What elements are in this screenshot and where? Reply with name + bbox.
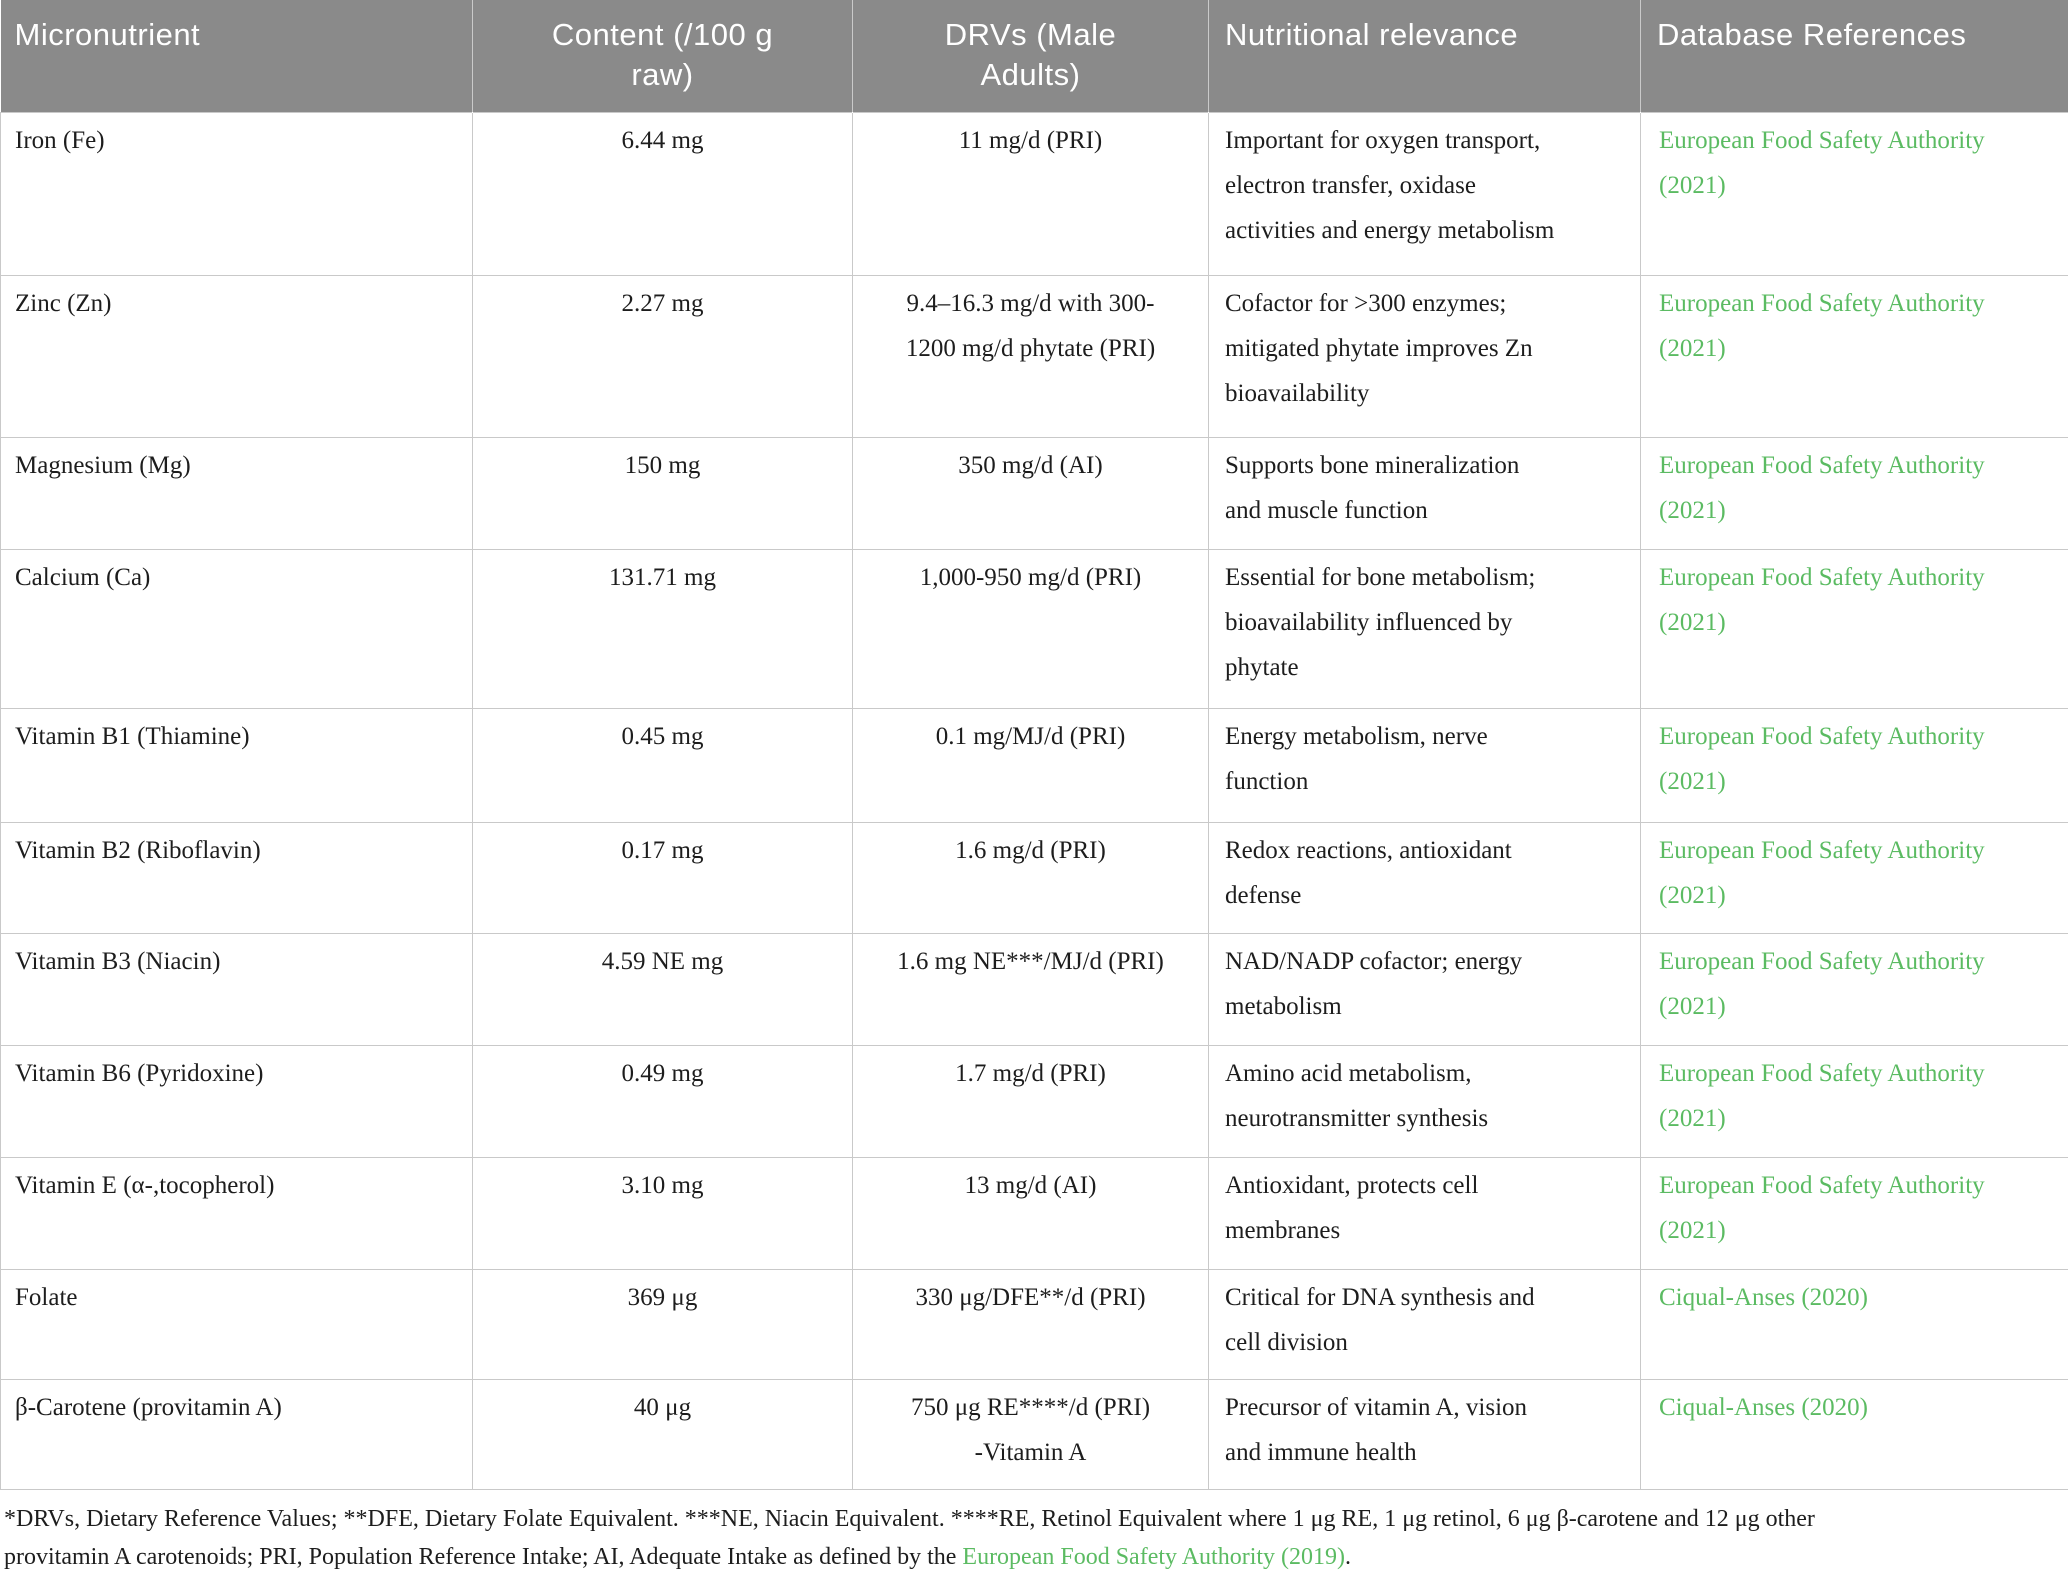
reference-link[interactable]: European Food Safety Authority (2021) <box>1659 451 1985 524</box>
table-row: Zinc (Zn) 2.27 mg 9.4–16.3 mg/d with 300… <box>0 274 2068 438</box>
content-cell: 131.71 mg <box>472 548 853 709</box>
column-header-drvs: DRVs (Male Adults) <box>852 0 1209 112</box>
reference-cell: Ciqual-Anses (2020) <box>1640 1268 2068 1380</box>
drv-cell: 1,000-950 mg/d (PRI) <box>852 548 1209 709</box>
column-header-micronutrient: Micronutrient <box>0 0 473 112</box>
drv-cell: 1.7 mg/d (PRI) <box>852 1044 1209 1158</box>
micronutrient-cell: Vitamin B6 (Pyridoxine) <box>0 1044 473 1158</box>
table-row: Vitamin B3 (Niacin) 4.59 NE mg 1.6 mg NE… <box>0 932 2068 1046</box>
reference-link[interactable]: Ciqual-Anses (2020) <box>1659 1283 1868 1311</box>
reference-link[interactable]: European Food Safety Authority (2021) <box>1659 836 1985 909</box>
header-row: Micronutrient Content (/100 g raw) DRVs … <box>0 0 2068 112</box>
table-row: Vitamin E (α-,tocopherol) 3.10 mg 13 mg/… <box>0 1156 2068 1270</box>
footnote-period: . <box>1345 1543 1352 1570</box>
micronutrient-table: Micronutrient Content (/100 g raw) DRVs … <box>0 0 2068 1490</box>
content-cell: 6.44 mg <box>472 111 853 276</box>
table-row: Vitamin B2 (Riboflavin) 0.17 mg 1.6 mg/d… <box>0 821 2068 934</box>
micronutrient-cell: β-Carotene (provitamin A) <box>0 1378 473 1490</box>
relevance-cell: Essential for bone metabolism; bioavaila… <box>1208 548 1641 709</box>
reference-link[interactable]: Ciqual-Anses (2020) <box>1659 1393 1868 1421</box>
table-row: Iron (Fe) 6.44 mg 11 mg/d (PRI) Importan… <box>0 111 2068 276</box>
reference-cell: European Food Safety Authority (2021) <box>1640 821 2068 934</box>
reference-link[interactable]: European Food Safety Authority (2021) <box>1659 126 1985 199</box>
relevance-cell: Antioxidant, protects cell membranes <box>1208 1156 1641 1270</box>
content-cell: 0.49 mg <box>472 1044 853 1158</box>
content-cell: 0.45 mg <box>472 707 853 823</box>
table-row: Magnesium (Mg) 150 mg 350 mg/d (AI) Supp… <box>0 436 2068 550</box>
reference-link[interactable]: European Food Safety Authority (2021) <box>1659 1059 1985 1132</box>
reference-cell: European Food Safety Authority (2021) <box>1640 1044 2068 1158</box>
drv-cell: 330 μg/DFE**/d (PRI) <box>852 1268 1209 1380</box>
drv-cell: 750 μg RE****/d (PRI) -Vitamin A <box>852 1378 1209 1490</box>
micronutrient-cell: Calcium (Ca) <box>0 548 473 709</box>
reference-cell: European Food Safety Authority (2021) <box>1640 111 2068 276</box>
table-row: Vitamin B6 (Pyridoxine) 0.49 mg 1.7 mg/d… <box>0 1044 2068 1158</box>
relevance-cell: Supports bone mineralization and muscle … <box>1208 436 1641 550</box>
micronutrient-cell: Vitamin B1 (Thiamine) <box>0 707 473 823</box>
table-row: Vitamin B1 (Thiamine) 0.45 mg 0.1 mg/MJ/… <box>0 707 2068 823</box>
micronutrient-cell: Vitamin E (α-,tocopherol) <box>0 1156 473 1270</box>
relevance-cell: NAD/NADP cofactor; energy metabolism <box>1208 932 1641 1046</box>
drv-cell: 1.6 mg NE***/MJ/d (PRI) <box>852 932 1209 1046</box>
reference-cell: European Food Safety Authority (2021) <box>1640 932 2068 1046</box>
content-cell: 3.10 mg <box>472 1156 853 1270</box>
micronutrient-cell: Folate <box>0 1268 473 1380</box>
drv-cell: 11 mg/d (PRI) <box>852 111 1209 276</box>
table-body: Iron (Fe) 6.44 mg 11 mg/d (PRI) Importan… <box>0 111 2068 1490</box>
column-header-content: Content (/100 g raw) <box>472 0 853 112</box>
reference-cell: European Food Safety Authority (2021) <box>1640 274 2068 438</box>
content-cell: 2.27 mg <box>472 274 853 438</box>
micronutrient-cell: Iron (Fe) <box>0 111 473 276</box>
drv-cell: 1.6 mg/d (PRI) <box>852 821 1209 934</box>
content-cell: 0.17 mg <box>472 821 853 934</box>
drv-cell: 13 mg/d (AI) <box>852 1156 1209 1270</box>
reference-cell: European Food Safety Authority (2021) <box>1640 548 2068 709</box>
drv-cell: 0.1 mg/MJ/d (PRI) <box>852 707 1209 823</box>
reference-cell: European Food Safety Authority (2021) <box>1640 707 2068 823</box>
relevance-cell: Critical for DNA synthesis and cell divi… <box>1208 1268 1641 1380</box>
column-header-nutritional-relevance: Nutritional relevance <box>1208 0 1641 112</box>
relevance-cell: Important for oxygen transport, electron… <box>1208 111 1641 276</box>
reference-cell: Ciqual-Anses (2020) <box>1640 1378 2068 1490</box>
table-row: β-Carotene (provitamin A) 40 μg 750 μg R… <box>0 1378 2068 1490</box>
table-row: Folate 369 μg 330 μg/DFE**/d (PRI) Criti… <box>0 1268 2068 1380</box>
reference-link[interactable]: European Food Safety Authority (2021) <box>1659 722 1985 795</box>
reference-link[interactable]: European Food Safety Authority (2021) <box>1659 947 1985 1020</box>
micronutrient-cell: Magnesium (Mg) <box>0 436 473 550</box>
reference-link[interactable]: European Food Safety Authority (2021) <box>1659 289 1985 362</box>
footnote-reference-link[interactable]: European Food Safety Authority (2019) <box>962 1543 1346 1570</box>
column-header-database-references: Database References <box>1640 0 2068 112</box>
drv-cell: 9.4–16.3 mg/d with 300- 1200 mg/d phytat… <box>852 274 1209 438</box>
relevance-cell: Cofactor for >300 enzymes; mitigated phy… <box>1208 274 1641 438</box>
relevance-cell: Energy metabolism, nerve function <box>1208 707 1641 823</box>
reference-cell: European Food Safety Authority (2021) <box>1640 436 2068 550</box>
reference-cell: European Food Safety Authority (2021) <box>1640 1156 2068 1270</box>
relevance-cell: Redox reactions, antioxidant defense <box>1208 821 1641 934</box>
content-cell: 150 mg <box>472 436 853 550</box>
reference-link[interactable]: European Food Safety Authority (2021) <box>1659 1171 1985 1244</box>
micronutrient-cell: Vitamin B3 (Niacin) <box>0 932 473 1046</box>
relevance-cell: Amino acid metabolism, neurotransmitter … <box>1208 1044 1641 1158</box>
content-cell: 4.59 NE mg <box>472 932 853 1046</box>
footnote-text: *DRVs, Dietary Reference Values; **DFE, … <box>4 1505 1815 1570</box>
micronutrient-cell: Zinc (Zn) <box>0 274 473 438</box>
micronutrient-cell: Vitamin B2 (Riboflavin) <box>0 821 473 934</box>
table-row: Calcium (Ca) 131.71 mg 1,000-950 mg/d (P… <box>0 548 2068 709</box>
content-cell: 369 μg <box>472 1268 853 1380</box>
drv-cell: 350 mg/d (AI) <box>852 436 1209 550</box>
table-footnote: *DRVs, Dietary Reference Values; **DFE, … <box>0 1490 2068 1576</box>
table-header: Micronutrient Content (/100 g raw) DRVs … <box>0 0 2068 112</box>
relevance-cell: Precursor of vitamin A, vision and immun… <box>1208 1378 1641 1490</box>
reference-link[interactable]: European Food Safety Authority (2021) <box>1659 563 1985 636</box>
content-cell: 40 μg <box>472 1378 853 1490</box>
